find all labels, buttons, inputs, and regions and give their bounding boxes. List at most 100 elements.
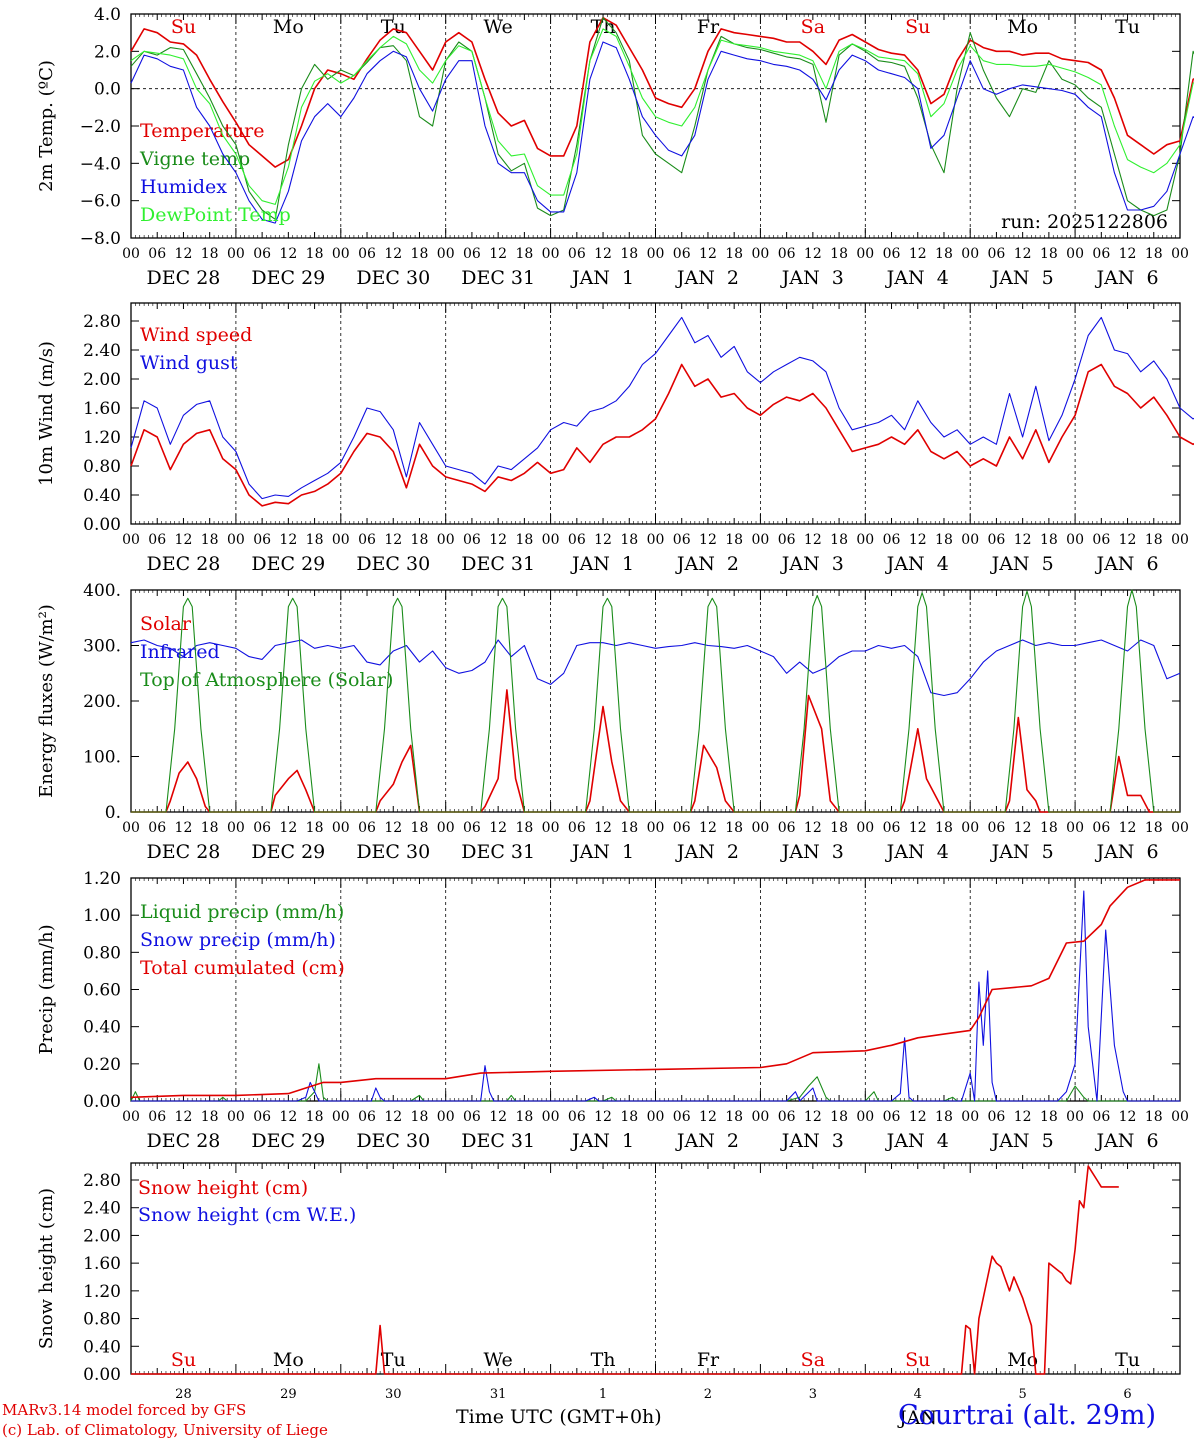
hour-tick-label: 06 (988, 820, 1006, 836)
day-label: JAN 1 (570, 841, 634, 863)
day-label: JAN 6 (1094, 841, 1158, 863)
legend-entry: Wind speed (140, 324, 252, 346)
hour-tick-label: 06 (148, 1109, 166, 1125)
legend-entry: Snow height (cm) (138, 1177, 308, 1199)
y-tick-label: 0.80 (83, 1310, 121, 1330)
day-label: DEC 30 (356, 1130, 430, 1152)
panel-3: Energy fluxes (W/m²) 00 06 12 18 00 06 12 18 00 06… (36, 589, 1189, 863)
legend-entry: Humidex (140, 176, 227, 198)
hour-tick-label: 00 (122, 246, 140, 262)
day-label: JAN 1 (570, 553, 634, 575)
day-label: JAN 4 (885, 1130, 949, 1152)
hour-tick-label: 00 (542, 820, 560, 836)
day-label: DEC 28 (147, 267, 221, 289)
hour-tick-label: 12 (804, 820, 822, 836)
day-label: JAN 4 (885, 267, 949, 289)
hour-tick-label: 06 (1092, 820, 1110, 836)
panel-5: Snow height (cm) Su Mo Tu We Th Fr Sa Su Mo Tu 28 29… (36, 1162, 1181, 1429)
hour-tick-label: 18 (515, 532, 533, 548)
panel-1: 2m Temp. (ºC) 00 06 12 18 00 06 12 18 00 06 12 18 00 0… (36, 13, 1194, 289)
hour-tick-label: 00 (647, 532, 665, 548)
hour-tick-label: 18 (1145, 246, 1163, 262)
y-axis-label: 10m Wind (m/s) (36, 341, 57, 486)
legend-entry: Total cumulated (cm) (140, 957, 345, 979)
x-axis-title: Time UTC (GMT+0h) (456, 1406, 662, 1428)
hour-tick-label: 00 (332, 246, 350, 262)
day-label: DEC 29 (251, 841, 325, 863)
hour-tick-label: 12 (384, 820, 402, 836)
hour-tick-label: 06 (358, 1109, 376, 1125)
y-tick-label: 1.20 (83, 1282, 121, 1302)
legend-entry: Liquid precip (mm/h) (140, 901, 344, 923)
legend-entry: Snow precip (mm/h) (140, 929, 336, 951)
hour-tick-label: 12 (1014, 532, 1032, 548)
hour-tick-label: 12 (384, 246, 402, 262)
hour-tick-label: 06 (358, 532, 376, 548)
hour-tick-label: 06 (778, 1109, 796, 1125)
hour-tick-label: 06 (148, 532, 166, 548)
hour-tick-label: 00 (122, 1109, 140, 1125)
hour-tick-label: 12 (909, 246, 927, 262)
hour-tick-label: 00 (227, 1109, 245, 1125)
y-tick-label: 2.40 (83, 1199, 121, 1219)
day-number-label: 6 (1123, 1387, 1131, 1402)
hour-tick-label: 12 (279, 820, 297, 836)
hour-tick-label: 06 (463, 532, 481, 548)
hour-tick-label: 06 (253, 246, 271, 262)
hour-tick-label: 18 (620, 1109, 638, 1125)
hour-tick-label: 12 (489, 820, 507, 836)
y-tick-label: 0.00 (83, 1092, 121, 1112)
day-label: JAN 3 (780, 841, 844, 863)
hour-tick-label: 12 (804, 246, 822, 262)
day-number-label: 1 (599, 1387, 607, 1402)
hour-tick-label: 18 (1145, 820, 1163, 836)
hour-tick-label: 18 (935, 532, 953, 548)
hour-tick-label: 00 (437, 532, 455, 548)
series-line-vigne-temp (130, 17, 1194, 220)
y-tick-label: 0.40 (83, 1018, 121, 1038)
y-tick-label: −4.0 (80, 154, 121, 174)
hour-tick-label: 18 (830, 1109, 848, 1125)
weekday-label: Su (171, 1349, 196, 1371)
month-label: JAN (897, 1407, 937, 1429)
hour-tick-label: 18 (1145, 1109, 1163, 1125)
day-label: JAN 6 (1094, 1130, 1158, 1152)
hour-tick-label: 12 (489, 1109, 507, 1125)
hour-tick-label: 12 (594, 532, 612, 548)
hour-tick-label: 18 (515, 820, 533, 836)
y-axis-label: Energy fluxes (W/m²) (36, 604, 57, 798)
weekday-label: Sa (801, 1349, 825, 1371)
hour-tick-label: 06 (568, 820, 586, 836)
legend-entry: Temperature (140, 120, 264, 142)
hour-tick-label: 00 (751, 1109, 769, 1125)
weekday-label: Fr (697, 16, 720, 38)
weekday-label: Tu (381, 16, 406, 38)
hour-tick-label: 18 (306, 820, 324, 836)
y-tick-label: 400. (83, 581, 121, 601)
day-number-label: 29 (280, 1387, 297, 1402)
hour-tick-label: 00 (1066, 532, 1084, 548)
hour-tick-label: 06 (253, 1109, 271, 1125)
hour-tick-label: 06 (988, 1109, 1006, 1125)
day-label: JAN 1 (570, 267, 634, 289)
weekday-label: Su (171, 16, 196, 38)
hour-tick-label: 00 (542, 246, 560, 262)
day-number-label: 5 (1019, 1387, 1027, 1402)
hour-tick-label: 06 (673, 532, 691, 548)
hour-tick-label: 06 (253, 532, 271, 548)
hour-tick-label: 12 (175, 820, 193, 836)
day-label: JAN 3 (780, 267, 844, 289)
weekday-label: Mo (1007, 1349, 1038, 1371)
weekday-label: Tu (1115, 1349, 1140, 1371)
hour-tick-label: 00 (122, 820, 140, 836)
panel-2: 10m Wind (m/s) 00 06 12 18 00 06 12 18 00 06 12 18 00… (36, 302, 1194, 575)
hour-tick-label: 00 (751, 820, 769, 836)
y-tick-label: 1.60 (83, 1254, 121, 1274)
hour-tick-label: 06 (778, 820, 796, 836)
day-label: DEC 31 (461, 1130, 535, 1152)
hour-tick-label: 06 (1092, 1109, 1110, 1125)
day-label: JAN 5 (990, 841, 1054, 863)
y-tick-label: 2.0 (94, 42, 121, 62)
hour-tick-label: 00 (1171, 820, 1189, 836)
hour-tick-label: 00 (332, 1109, 350, 1125)
